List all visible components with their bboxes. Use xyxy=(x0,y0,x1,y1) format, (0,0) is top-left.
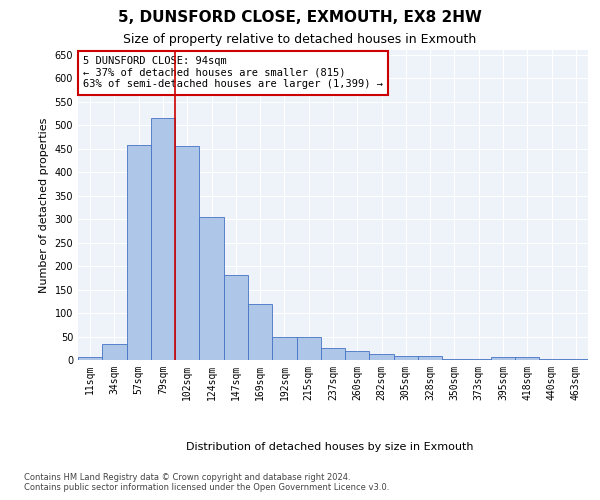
Bar xyxy=(515,356,539,360)
Bar xyxy=(224,276,248,360)
Text: 5, DUNSFORD CLOSE, EXMOUTH, EX8 2HW: 5, DUNSFORD CLOSE, EXMOUTH, EX8 2HW xyxy=(118,10,482,25)
Bar xyxy=(296,336,321,360)
Bar xyxy=(199,216,224,360)
Bar xyxy=(418,356,442,360)
Bar xyxy=(151,118,175,360)
Bar xyxy=(467,358,491,360)
Bar xyxy=(345,350,370,360)
Bar xyxy=(491,356,515,360)
Bar xyxy=(127,145,151,360)
Bar xyxy=(102,344,127,360)
Bar xyxy=(78,356,102,360)
Bar xyxy=(564,358,588,360)
Text: Size of property relative to detached houses in Exmouth: Size of property relative to detached ho… xyxy=(124,32,476,46)
Bar xyxy=(442,358,467,360)
Bar xyxy=(394,356,418,360)
Bar xyxy=(539,358,564,360)
Y-axis label: Number of detached properties: Number of detached properties xyxy=(39,118,49,292)
Bar xyxy=(370,354,394,360)
Bar xyxy=(272,336,296,360)
Text: Distribution of detached houses by size in Exmouth: Distribution of detached houses by size … xyxy=(186,442,474,452)
Bar xyxy=(175,146,199,360)
Bar xyxy=(248,304,272,360)
Text: Contains public sector information licensed under the Open Government Licence v3: Contains public sector information licen… xyxy=(24,484,389,492)
Bar xyxy=(321,348,345,360)
Text: Contains HM Land Registry data © Crown copyright and database right 2024.: Contains HM Land Registry data © Crown c… xyxy=(24,472,350,482)
Text: 5 DUNSFORD CLOSE: 94sqm
← 37% of detached houses are smaller (815)
63% of semi-d: 5 DUNSFORD CLOSE: 94sqm ← 37% of detache… xyxy=(83,56,383,90)
